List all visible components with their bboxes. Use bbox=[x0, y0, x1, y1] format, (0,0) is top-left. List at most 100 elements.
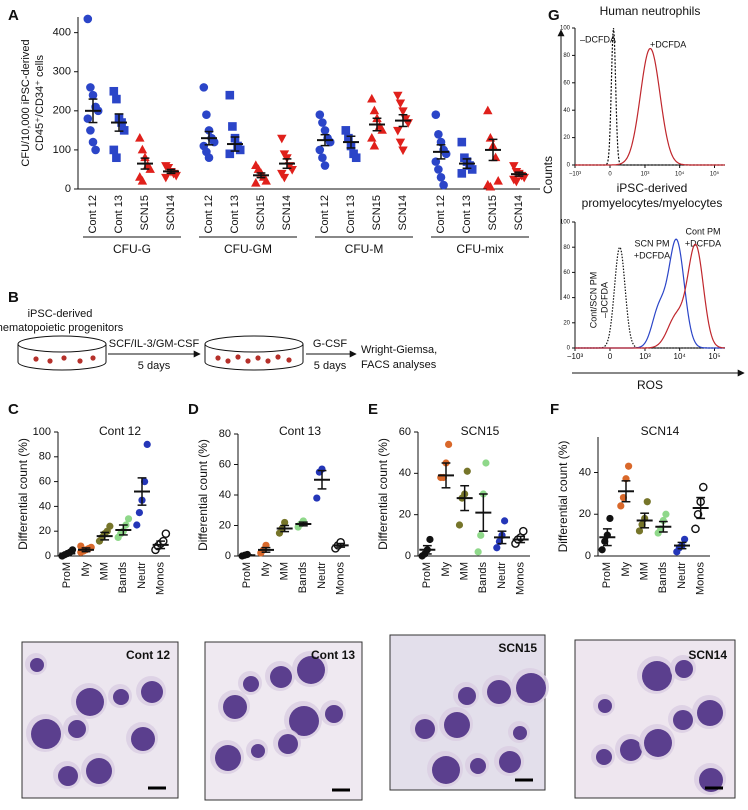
x-tick-label: 10⁴ bbox=[675, 171, 685, 178]
y-axis-label: CFU/10,000 iPSC-derived bbox=[20, 39, 32, 166]
data-point bbox=[434, 165, 443, 174]
cell-nucleus bbox=[223, 695, 247, 719]
data-point bbox=[617, 502, 625, 510]
curve-label: +DCFDA bbox=[650, 39, 686, 49]
y-axis-label: Differential count (%) bbox=[376, 438, 390, 550]
data-point bbox=[369, 140, 380, 150]
cell-nucleus bbox=[642, 661, 672, 691]
cell-nucleus bbox=[458, 687, 476, 705]
data-point bbox=[467, 165, 477, 174]
x-tick-label: Cont 12 bbox=[435, 195, 447, 234]
data-point bbox=[457, 137, 467, 147]
cell-nucleus bbox=[444, 712, 470, 738]
data-point bbox=[88, 137, 98, 147]
data-point bbox=[202, 110, 211, 120]
panel-label: D bbox=[188, 401, 199, 418]
data-point bbox=[377, 125, 387, 134]
curve-label: –DCFDA bbox=[599, 282, 609, 318]
data-point bbox=[251, 177, 261, 187]
y-tick-label: 0 bbox=[567, 346, 571, 352]
data-point bbox=[88, 90, 98, 100]
data-point bbox=[320, 126, 330, 135]
cell-nucleus bbox=[432, 756, 460, 784]
data-point bbox=[225, 90, 235, 100]
cell-nucleus bbox=[289, 706, 319, 736]
micrograph-label: SCN14 bbox=[688, 648, 727, 662]
y-axis-label: CD45⁺/CD34⁺ cells bbox=[34, 55, 46, 151]
data-point bbox=[398, 107, 408, 116]
cell-nucleus bbox=[31, 719, 61, 749]
cell-nucleus bbox=[131, 727, 155, 751]
data-point bbox=[287, 166, 297, 175]
x-tick-label: ProM bbox=[241, 562, 253, 588]
y-tick-label: 40 bbox=[563, 108, 570, 114]
diagram-text: G-CSF bbox=[313, 338, 348, 350]
x-tick-label: Bands bbox=[297, 562, 309, 594]
data-point bbox=[320, 161, 330, 170]
y-tick-label: 0 bbox=[567, 163, 571, 169]
x-tick-label: Bands bbox=[657, 562, 669, 594]
cell-nucleus bbox=[513, 726, 527, 740]
panel-label: G bbox=[548, 7, 560, 24]
flow-x-label: ROS bbox=[637, 378, 663, 392]
group-label: CFU-mix bbox=[456, 242, 503, 256]
data-point bbox=[91, 145, 100, 155]
x-tick-label: SCN14 bbox=[165, 195, 177, 230]
x-tick-label: SCN14 bbox=[513, 195, 525, 230]
data-point bbox=[474, 548, 482, 556]
data-point bbox=[501, 517, 509, 525]
data-point bbox=[625, 462, 633, 470]
data-point bbox=[204, 126, 214, 135]
cell-nucleus bbox=[673, 710, 693, 730]
x-tick-label: 10⁵ bbox=[708, 352, 720, 361]
x-tick-label: MM bbox=[459, 562, 471, 580]
diagram-text: hematopoietic progenitors bbox=[0, 322, 124, 334]
data-point bbox=[137, 176, 148, 185]
data-point bbox=[398, 146, 408, 156]
data-point bbox=[395, 99, 406, 109]
data-point bbox=[485, 181, 496, 191]
group-label: CFU-GM bbox=[224, 242, 272, 256]
data-point bbox=[315, 145, 325, 155]
data-point bbox=[344, 133, 353, 143]
data-point bbox=[199, 83, 209, 92]
data-point bbox=[83, 114, 93, 123]
data-point bbox=[112, 153, 121, 163]
y-tick-label: 20 bbox=[563, 135, 570, 141]
y-tick-label: 20 bbox=[219, 519, 231, 531]
cell-nucleus bbox=[697, 700, 723, 726]
data-point bbox=[161, 173, 171, 183]
micrograph-label: Cont 13 bbox=[311, 648, 355, 662]
y-tick-label: 60 bbox=[39, 476, 51, 488]
data-point bbox=[662, 510, 670, 518]
x-tick-label: 10³ bbox=[639, 352, 651, 361]
panel-title: SCN15 bbox=[461, 424, 500, 438]
data-point bbox=[455, 521, 464, 529]
y-tick-label: 60 bbox=[563, 80, 570, 86]
data-point bbox=[482, 459, 490, 467]
curve-label: +DCFDA bbox=[685, 238, 721, 248]
data-point bbox=[124, 515, 133, 523]
y-tick-label: 0 bbox=[585, 550, 591, 562]
y-tick-label: 20 bbox=[399, 509, 411, 521]
curve-label: –DCFDA bbox=[580, 34, 616, 44]
data-point bbox=[431, 110, 441, 120]
flow-title: Human neutrophils bbox=[600, 4, 701, 18]
data-point bbox=[137, 144, 148, 154]
data-point bbox=[135, 508, 143, 517]
y-tick-label: 40 bbox=[39, 500, 51, 512]
data-point bbox=[606, 514, 614, 523]
y-tick-label: 80 bbox=[219, 428, 231, 440]
data-point bbox=[161, 529, 171, 538]
x-tick-label: SCN15 bbox=[371, 195, 383, 230]
x-tick-label: My bbox=[440, 562, 452, 577]
x-tick-label: Bands bbox=[477, 562, 489, 594]
data-point bbox=[313, 494, 321, 502]
cells bbox=[215, 354, 292, 364]
y-tick-label: 80 bbox=[563, 245, 570, 251]
diagram-text: SCF/IL-3/GM-CSF bbox=[109, 338, 200, 350]
cell-nucleus bbox=[699, 768, 723, 792]
data-point bbox=[261, 176, 271, 185]
x-tick-label: MM bbox=[99, 562, 111, 580]
x-tick-label: 10³ bbox=[641, 172, 650, 178]
